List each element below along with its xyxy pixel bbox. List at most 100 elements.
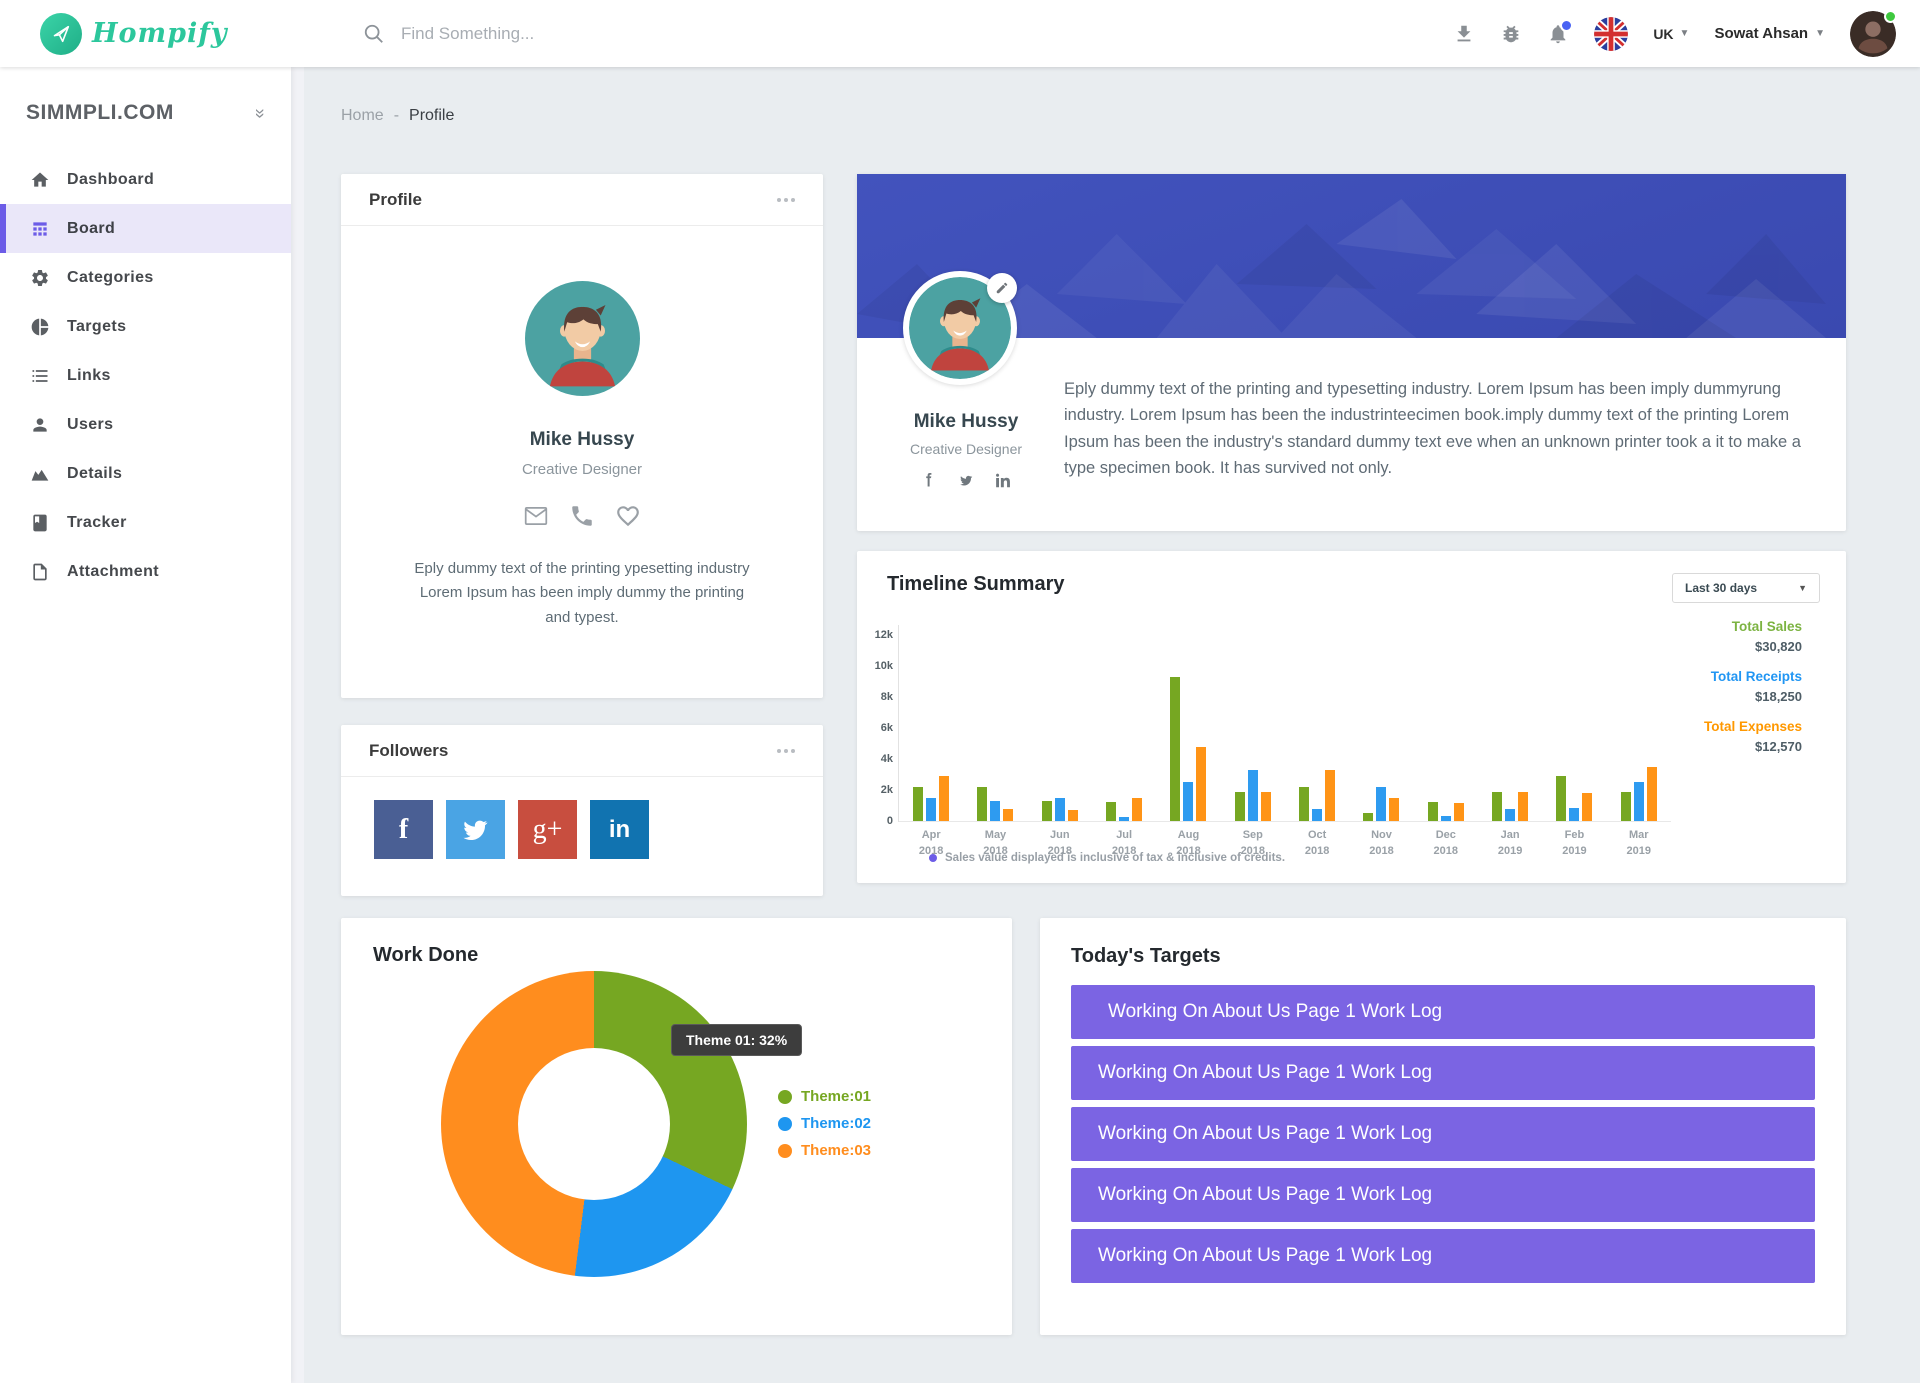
breadcrumb: Home - Profile	[341, 107, 455, 124]
sidebar-item-board[interactable]: Board	[0, 204, 291, 253]
followers-card: Followers f g+ in	[341, 725, 823, 896]
sidebar-item-categories[interactable]: Categories	[0, 253, 291, 302]
bar-sales	[1492, 792, 1503, 821]
bar-group-may-2018	[963, 635, 1027, 821]
banner-name: Mike Hussy	[913, 411, 1019, 432]
gear-icon	[30, 268, 50, 288]
y-axis-tick: 12k	[874, 629, 893, 641]
breadcrumb-home[interactable]: Home	[341, 107, 384, 124]
profile-bio: Eply dummy text of the printing ypesetti…	[414, 560, 750, 626]
sidebar-item-details[interactable]: Details	[0, 449, 291, 498]
user-avatar[interactable]	[1850, 9, 1897, 57]
user-menu[interactable]: Sowat Ahsan ▼	[1714, 25, 1825, 42]
bar-group-aug-2018	[1156, 635, 1220, 821]
target-item[interactable]: Working On About Us Page 1 Work Log	[1071, 1046, 1815, 1100]
twitter-tile[interactable]	[446, 800, 505, 859]
sidebar-item-links[interactable]: Links	[0, 351, 291, 400]
sidebar-item-label: Users	[67, 415, 114, 433]
sidebar: SIMMPLI.COM » Dashboard Board Categories Ta…	[0, 67, 291, 1383]
sidebar-item-label: Tracker	[67, 513, 127, 531]
facebook-icon[interactable]	[922, 473, 937, 488]
bar-group-feb-2019	[1542, 635, 1606, 821]
profile-card: Profile Mike Hussy Creative Designer	[341, 174, 823, 698]
target-item[interactable]: Working On About Us Page 1 Work Log	[1071, 1229, 1815, 1283]
date-range-select[interactable]: Last 30 days ▼	[1672, 573, 1820, 603]
chevron-down-icon: ▼	[1798, 583, 1807, 593]
targets-title: Today's Targets	[1071, 945, 1221, 967]
x-axis-label: Mar 2019	[1626, 829, 1652, 857]
work-done-donut-chart[interactable]	[441, 971, 747, 1277]
sidebar-item-label: Attachment	[67, 562, 160, 580]
bug-icon[interactable]	[1500, 23, 1522, 45]
linkedin-tile[interactable]: in	[590, 800, 649, 859]
card-menu-icon[interactable]	[777, 748, 795, 753]
cover-banner	[857, 174, 1846, 338]
edit-avatar-button[interactable]	[987, 273, 1017, 303]
x-axis-label: Jan 2019	[1497, 829, 1523, 857]
sidebar-brand: SIMMPLI.COM	[26, 101, 174, 124]
language-selector[interactable]: UK ▼	[1653, 25, 1690, 42]
sidebar-item-tracker[interactable]: Tracker	[0, 498, 291, 547]
logo[interactable]: Hompify	[0, 12, 291, 55]
bar-group-oct-2018	[1285, 635, 1349, 821]
x-axis-label: Jul 2018	[1111, 829, 1137, 857]
linkedin-icon[interactable]	[995, 473, 1011, 488]
card-menu-icon[interactable]	[777, 197, 795, 202]
targets-list: Working On About Us Page 1 Work Log Worki…	[1071, 985, 1815, 1283]
timeline-summary-card: Timeline Summary Last 30 days ▼ Apr 2018 M…	[857, 551, 1846, 883]
home-icon	[30, 170, 50, 190]
bar-expenses	[939, 776, 950, 821]
bar-sales	[913, 787, 924, 821]
facebook-icon: f	[398, 813, 409, 845]
board-icon	[30, 219, 50, 239]
total-total-sales: Total Sales $30,820	[1731, 619, 1802, 654]
chevron-down-icon: ▼	[1815, 28, 1825, 39]
target-item[interactable]: Working On About Us Page 1 Work Log	[1071, 1168, 1815, 1222]
phone-icon[interactable]	[569, 503, 595, 529]
bar-expenses	[1453, 803, 1464, 821]
bar-receipts	[1376, 787, 1387, 821]
bell-icon[interactable]	[1547, 18, 1574, 45]
profile-name: Mike Hussy	[529, 429, 635, 450]
download-icon[interactable]	[1453, 23, 1475, 45]
collapse-sidebar-icon[interactable]: »	[250, 107, 271, 119]
banner-about-text: Eply dummy text of the printing and type…	[1064, 380, 1801, 478]
notification-badge	[1560, 18, 1574, 32]
y-axis-tick: 8k	[880, 691, 893, 703]
heart-icon[interactable]	[615, 503, 641, 529]
sidebar-item-attachment[interactable]: Attachment	[0, 547, 291, 596]
bar-receipts	[1119, 817, 1130, 821]
bar-sales	[1234, 792, 1245, 821]
facebook-tile[interactable]: f	[374, 800, 433, 859]
banner-polygon-art	[857, 199, 1827, 338]
legend-item: Theme:01	[778, 1088, 871, 1105]
google-plus-tile[interactable]: g+	[518, 800, 577, 859]
pie-icon	[30, 317, 50, 337]
bar-expenses	[1389, 798, 1400, 821]
file-icon	[30, 562, 50, 582]
target-item[interactable]: Working On About Us Page 1 Work Log	[1071, 985, 1815, 1039]
bar-expenses	[1260, 792, 1271, 821]
legend-dot-icon	[778, 1116, 792, 1131]
donut-tooltip: Theme 01: 32%	[671, 1024, 803, 1056]
bar-group-jun-2018	[1028, 635, 1092, 821]
sidebar-item-users[interactable]: Users	[0, 400, 291, 449]
x-axis-label: Jun 2018	[1047, 829, 1073, 857]
bar-receipts	[926, 798, 937, 821]
sidebar-scrollbar[interactable]	[291, 67, 304, 1383]
search-input[interactable]	[401, 23, 821, 44]
y-axis-tick: 10k	[874, 660, 893, 672]
work-done-title: Work Done	[373, 944, 479, 966]
bar-sales	[1041, 801, 1052, 821]
sidebar-item-targets[interactable]: Targets	[0, 302, 291, 351]
bar-receipts	[1312, 809, 1323, 821]
bar-group-sep-2018	[1221, 635, 1285, 821]
target-item[interactable]: Working On About Us Page 1 Work Log	[1071, 1107, 1815, 1161]
sidebar-item-dashboard[interactable]: Dashboard	[0, 155, 291, 204]
search-bar	[363, 23, 1453, 45]
profile-banner-card: Mike Hussy Creative Designer Eply dummy …	[857, 174, 1846, 531]
twitter-icon[interactable]	[959, 473, 974, 488]
bar-receipts	[1054, 798, 1065, 821]
uk-flag-icon[interactable]	[1594, 16, 1629, 51]
email-icon[interactable]	[523, 503, 549, 529]
